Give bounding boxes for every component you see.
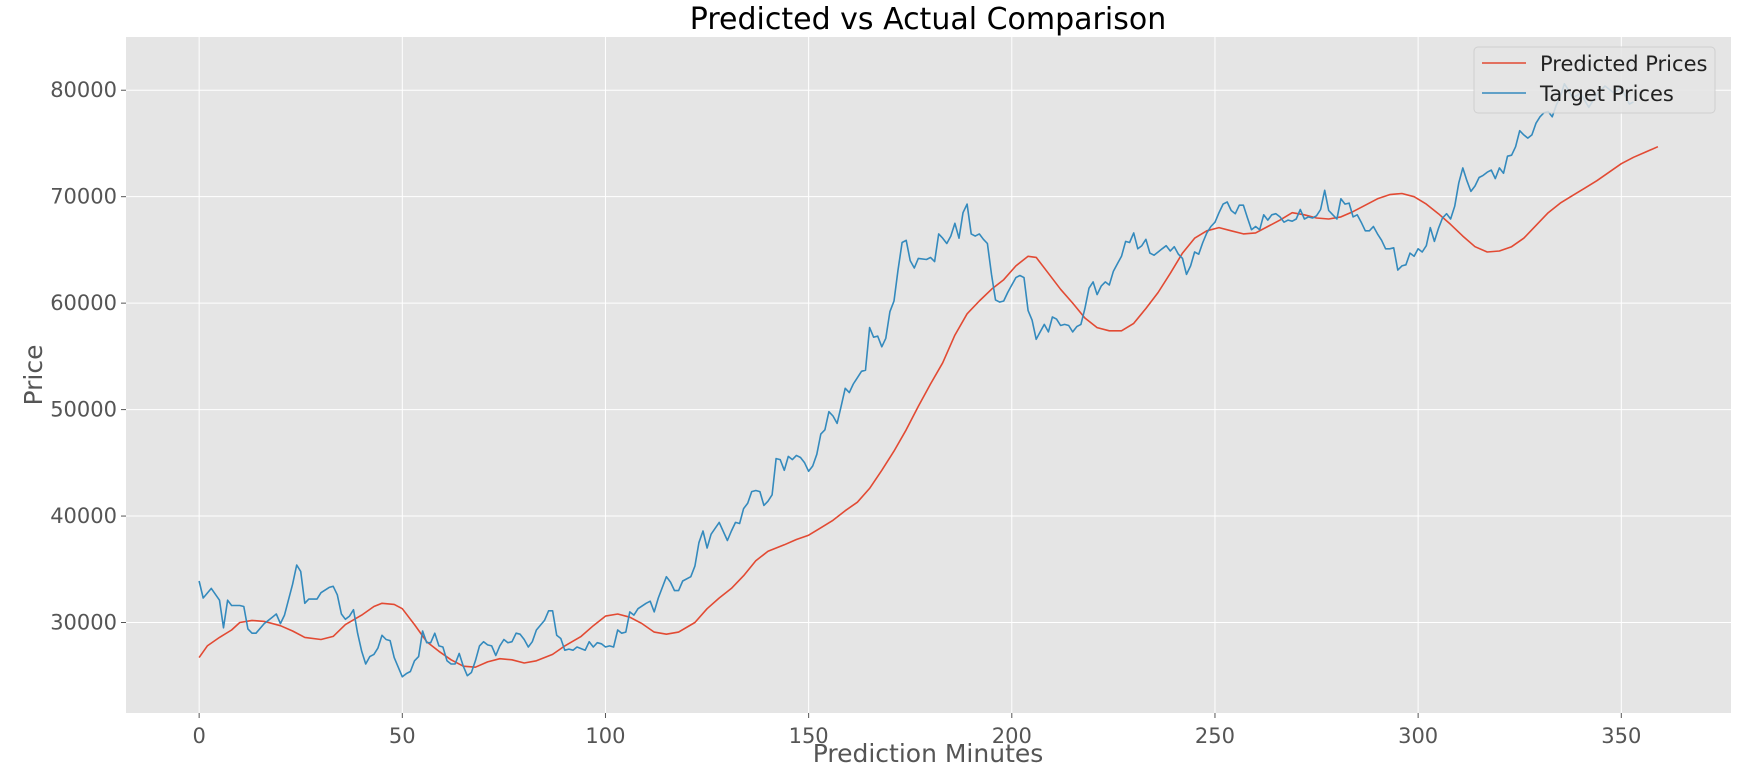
axis-ticks: 0 50 100 150 200 250 300 350 30000 40000 50000 6000… bbox=[50, 78, 1641, 748]
series-lines bbox=[198, 83, 1659, 678]
x-tick-label: 0 bbox=[192, 724, 205, 748]
x-tick-label: 200 bbox=[992, 724, 1032, 748]
legend-label-target: Target Prices bbox=[1539, 82, 1674, 106]
x-tick-label: 250 bbox=[1195, 724, 1235, 748]
chart-title: Predicted vs Actual Comparison bbox=[690, 2, 1166, 37]
y-tick-label: 80000 bbox=[50, 78, 117, 102]
legend-label-predicted: Predicted Prices bbox=[1540, 52, 1707, 76]
grid-lines bbox=[126, 37, 1731, 713]
legend: Predicted Prices Target Prices bbox=[1473, 46, 1716, 114]
legend-box bbox=[1473, 46, 1716, 114]
plot-background bbox=[126, 37, 1731, 713]
y-tick-label: 60000 bbox=[50, 291, 117, 315]
x-tick-label: 50 bbox=[389, 724, 416, 748]
y-tick-label: 40000 bbox=[50, 504, 117, 528]
x-tick-label: 350 bbox=[1601, 724, 1641, 748]
y-axis-label: Price bbox=[19, 345, 48, 406]
y-tick-label: 50000 bbox=[50, 398, 117, 422]
x-axis-label: Prediction Minutes bbox=[813, 739, 1044, 768]
x-tick-label: 150 bbox=[789, 724, 829, 748]
predicted-prices-line bbox=[198, 145, 1659, 668]
y-tick-label: 30000 bbox=[50, 611, 117, 635]
target-prices-line bbox=[198, 83, 1634, 678]
x-tick-label: 300 bbox=[1398, 724, 1438, 748]
y-tick-label: 70000 bbox=[50, 185, 117, 209]
x-tick-label: 100 bbox=[585, 724, 625, 748]
